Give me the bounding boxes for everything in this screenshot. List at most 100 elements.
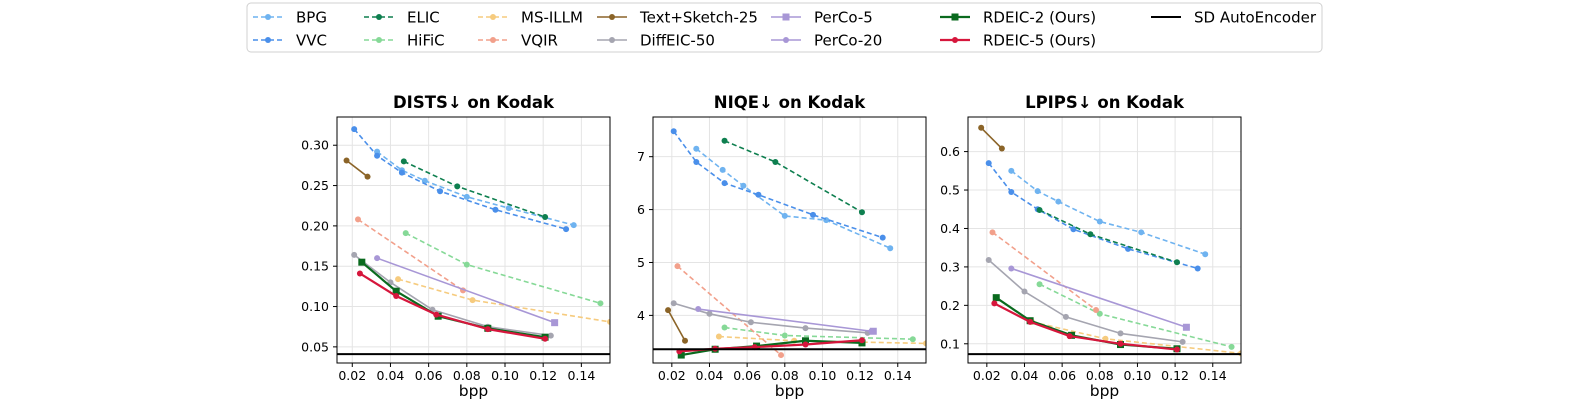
niqe-line-elic <box>724 140 863 213</box>
dists-xtick-label: 0.02 <box>338 368 366 383</box>
niqe-xtick-label: 0.10 <box>809 368 837 383</box>
dists-xtick-label: 0.14 <box>567 368 595 383</box>
lpips-point-perco-20 <box>1183 324 1190 331</box>
lpips-point-rdeic-2-ours <box>992 294 1000 302</box>
lpips-line-bpg <box>1010 170 1206 255</box>
niqe-line-perco-20 <box>698 308 872 333</box>
lpips-title: LPIPS↓ on Kodak <box>1025 93 1185 112</box>
lpips-point-vvc <box>1194 265 1201 272</box>
lpips-point-elic <box>1087 231 1094 238</box>
niqe-point-vvc <box>721 180 728 187</box>
dists-point-perco-20 <box>374 255 381 262</box>
dists-ytick-label: 0.10 <box>301 299 329 314</box>
lpips-line-text-sketch-25 <box>980 127 1003 150</box>
lpips-point-bpg <box>1096 218 1103 225</box>
niqe-series-group <box>653 128 926 359</box>
niqe-xtick-label: 0.12 <box>846 368 874 383</box>
niqe-point-vvc <box>879 234 886 241</box>
legend-label-rdeic-5-ours: RDEIC-5 (Ours) <box>983 32 1096 50</box>
lpips-point-elic <box>1173 259 1180 266</box>
niqe-xtick-label: 0.14 <box>884 368 912 383</box>
lpips-point-bpg <box>1034 188 1041 195</box>
lpips-point-rdeic-5-ours <box>1173 346 1180 353</box>
legend-marker-text-sketch-25 <box>609 14 615 20</box>
lpips-point-diffeic-50 <box>1179 338 1186 345</box>
lpips-ytick-label: 0.2 <box>940 298 960 313</box>
niqe-line-vvc <box>673 130 883 239</box>
dists-ytick-label: 0.20 <box>301 218 329 233</box>
dists-xtick-label: 0.06 <box>415 368 443 383</box>
dists-point-bpg <box>570 222 577 229</box>
dists-ytick-label: 0.05 <box>301 339 329 354</box>
chart-lpips: 0.02 0.04 0.06 0.08 0.10 0.12 0.14 0.1 0.2 0.3 0.4… <box>940 93 1242 400</box>
niqe-point-bpg <box>887 245 894 252</box>
lpips-xtick-label: 0.10 <box>1124 368 1152 383</box>
niqe-line-vqir <box>676 265 782 356</box>
niqe-xtick-label: 0.04 <box>696 368 724 383</box>
legend-label-ms-illm: MS-ILLM <box>521 9 583 27</box>
niqe-point-bpg <box>693 145 700 152</box>
lpips-point-rdeic-5-ours <box>1027 318 1034 325</box>
lpips-ytick-label: 0.6 <box>940 144 960 159</box>
lpips-point-vvc <box>1070 226 1077 233</box>
dists-point-text-sketch-25 <box>364 173 371 180</box>
legend-marker-rdeic-2-ours <box>951 13 959 21</box>
lpips-point-bpg <box>1055 198 1062 205</box>
dists-point-bpg <box>463 193 470 200</box>
dists-xlabel: bpp <box>459 382 489 400</box>
niqe-point-rdeic-5-ours <box>858 337 865 344</box>
lpips-point-vqir <box>989 229 996 236</box>
dists-point-vvc <box>492 206 499 213</box>
dists-title: DISTS↓ on Kodak <box>393 93 555 112</box>
dists-point-hific <box>463 261 470 268</box>
niqe-ytick-label: 7 <box>637 149 645 164</box>
lpips-ytick-label: 0.1 <box>940 336 960 351</box>
legend-marker-vvc <box>265 37 271 43</box>
niqe-xtick-label: 0.02 <box>658 368 686 383</box>
dists-point-hific <box>597 300 604 307</box>
niqe-point-hific <box>721 324 728 331</box>
lpips-point-diffeic-50 <box>1021 288 1028 295</box>
legend-marker-perco-20 <box>783 37 789 43</box>
dists-point-elic <box>454 183 461 190</box>
lpips-frame <box>967 116 1242 364</box>
dists-point-rdeic-2-ours <box>358 258 366 266</box>
lpips-ytick-label: 0.3 <box>940 259 960 274</box>
legend-label-perco-5: PerCo-5 <box>814 9 873 27</box>
lpips-point-perco-20 <box>1008 265 1015 272</box>
niqe-point-diffeic-50 <box>747 319 754 326</box>
lpips-point-text-sketch-25 <box>978 124 985 131</box>
lpips-point-bpg <box>1202 251 1209 258</box>
lpips-series-group <box>968 124 1241 357</box>
legend-label-elic: ELIC <box>407 9 440 27</box>
niqe-point-perco-20 <box>695 306 702 313</box>
niqe-line-bpg <box>695 148 891 249</box>
dists-ytick-label: 0.15 <box>301 259 329 274</box>
niqe-ytick-label: 6 <box>637 202 645 217</box>
lpips-xtick-label: 0.12 <box>1161 368 1189 383</box>
niqe-point-vqir <box>778 352 785 359</box>
legend-marker-diffeic-50 <box>609 37 615 43</box>
dists-point-vvc <box>437 188 444 195</box>
niqe-point-vvc <box>693 158 700 165</box>
lpips-point-rdeic-5-ours <box>1066 333 1073 340</box>
niqe-point-diffeic-50 <box>670 300 677 307</box>
legend-label-hific: HiFiC <box>407 32 445 50</box>
lpips-point-vvc <box>985 160 992 167</box>
niqe-point-diffeic-50 <box>706 310 713 317</box>
dists-line-text-sketch-25 <box>346 159 369 178</box>
niqe-point-rdeic-5-ours <box>802 341 809 348</box>
dists-point-rdeic-5-ours <box>484 326 491 333</box>
niqe-point-vqir <box>674 263 681 270</box>
niqe-point-diffeic-50 <box>802 325 809 332</box>
niqe-point-elic <box>858 209 865 216</box>
niqe-point-bpg <box>781 212 788 219</box>
lpips-xtick-label: 0.06 <box>1048 368 1076 383</box>
lpips-line-vqir <box>992 231 1097 311</box>
dists-xtick-label: 0.12 <box>529 368 557 383</box>
niqe-point-ms-illm <box>715 333 722 340</box>
dists-point-perco-20 <box>551 319 558 326</box>
dists-line-bpg <box>376 151 574 226</box>
niqe-frame <box>652 116 927 364</box>
dists-ytick-label: 0.30 <box>301 138 329 153</box>
